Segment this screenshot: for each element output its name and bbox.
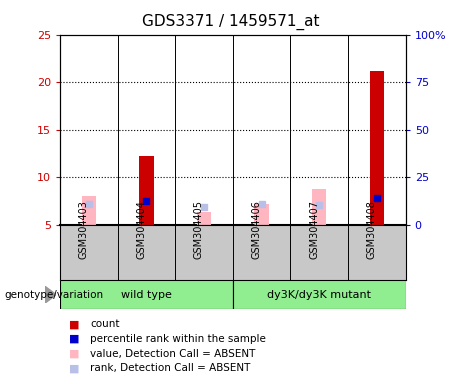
- Text: percentile rank within the sample: percentile rank within the sample: [90, 334, 266, 344]
- Bar: [82, 196, 96, 225]
- Bar: [197, 212, 211, 225]
- Text: value, Detection Call = ABSENT: value, Detection Call = ABSENT: [90, 349, 255, 359]
- Bar: [60, 280, 233, 309]
- Bar: [254, 204, 269, 225]
- Bar: [370, 71, 384, 225]
- Text: genotype/variation: genotype/variation: [5, 290, 104, 300]
- Text: rank, Detection Call = ABSENT: rank, Detection Call = ABSENT: [90, 363, 250, 373]
- Bar: [139, 156, 154, 225]
- Text: ■: ■: [69, 349, 80, 359]
- Text: GSM304403: GSM304403: [79, 200, 89, 258]
- Text: GSM304406: GSM304406: [252, 200, 262, 258]
- Bar: [233, 280, 406, 309]
- Text: ■: ■: [69, 319, 80, 329]
- Text: wild type: wild type: [121, 290, 172, 300]
- Text: GSM304407: GSM304407: [309, 200, 319, 258]
- Text: GDS3371 / 1459571_at: GDS3371 / 1459571_at: [142, 13, 319, 30]
- Text: ■: ■: [69, 334, 80, 344]
- Bar: [312, 189, 326, 225]
- Text: GSM304405: GSM304405: [194, 200, 204, 258]
- Text: dy3K/dy3K mutant: dy3K/dy3K mutant: [267, 290, 371, 300]
- Polygon shape: [45, 286, 56, 303]
- Text: ■: ■: [69, 363, 80, 373]
- Text: GSM304404: GSM304404: [136, 200, 146, 258]
- Text: count: count: [90, 319, 119, 329]
- Text: GSM304408: GSM304408: [367, 200, 377, 258]
